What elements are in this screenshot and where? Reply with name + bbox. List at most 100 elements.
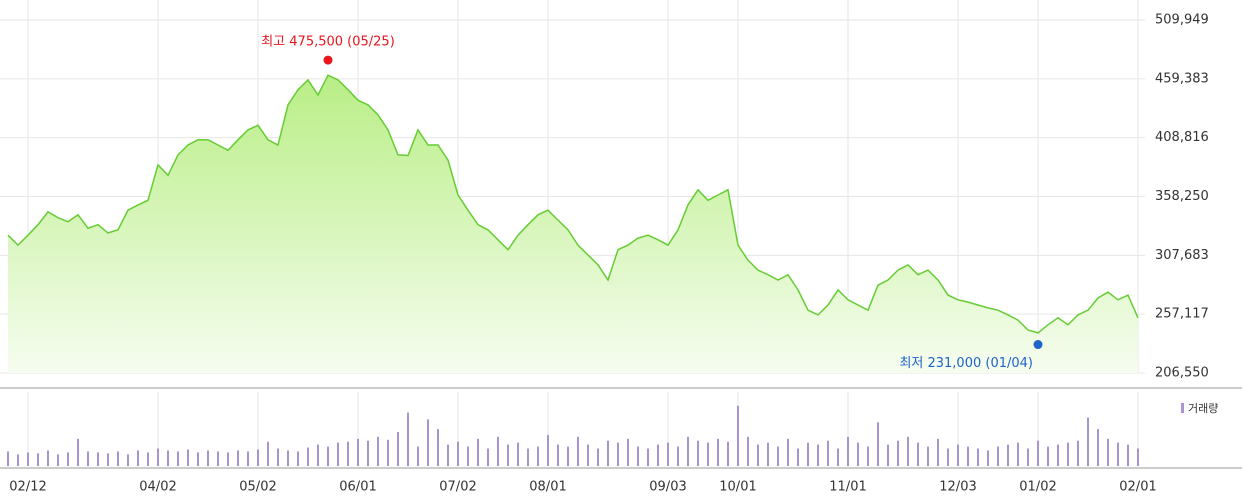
x-tick-label: 02/01 xyxy=(1119,480,1156,495)
x-tick-label: 05/02 xyxy=(239,480,276,495)
volume-bar xyxy=(197,452,199,466)
extreme-label: 최저 231,000 (01/04) xyxy=(899,356,1033,371)
volume-bar xyxy=(727,441,729,466)
volume-bar xyxy=(327,446,329,466)
volume-bar xyxy=(497,436,499,466)
volume-bar xyxy=(517,442,519,466)
volume-bar xyxy=(977,448,979,466)
x-tick-label: 11/01 xyxy=(829,480,866,495)
volume-bar xyxy=(97,452,99,466)
volume-bar xyxy=(117,451,119,466)
legend-swatch xyxy=(1181,403,1184,413)
volume-bar xyxy=(577,436,579,466)
volume-bar xyxy=(467,446,469,466)
volume-bar xyxy=(67,452,69,466)
x-tick-label: 09/03 xyxy=(649,480,686,495)
volume-bar xyxy=(657,444,659,466)
volume-bar xyxy=(897,440,899,466)
volume-bar xyxy=(1007,444,1009,466)
volume-bar xyxy=(87,451,89,466)
volume-bar xyxy=(1067,442,1069,466)
volume-bar xyxy=(1077,440,1079,466)
volume-bar xyxy=(357,438,359,466)
volume-bar xyxy=(217,451,219,466)
x-tick-label: 08/01 xyxy=(529,480,566,495)
volume-bar xyxy=(127,454,129,466)
volume-bar xyxy=(177,451,179,466)
x-tick-label: 10/01 xyxy=(719,480,756,495)
volume-bar xyxy=(967,446,969,466)
volume-bar xyxy=(747,436,749,466)
volume-bar xyxy=(397,432,399,466)
volume-bar xyxy=(687,436,689,466)
volume-bar xyxy=(447,444,449,466)
legend-label: 거래량 xyxy=(1188,402,1218,415)
volume-bar xyxy=(677,446,679,466)
volume-bar xyxy=(507,444,509,466)
volume-bar xyxy=(917,442,919,466)
volume-bar xyxy=(1097,429,1099,466)
volume-bar xyxy=(367,440,369,466)
volume-bar xyxy=(77,438,79,466)
volume-bar xyxy=(987,450,989,466)
volume-bar xyxy=(1017,442,1019,466)
volume-bar xyxy=(37,453,39,466)
volume-bar xyxy=(387,439,389,466)
y-tick-label: 509,949 xyxy=(1155,13,1209,28)
volume-bar xyxy=(417,446,419,466)
volume-bar xyxy=(147,452,149,466)
volume-bar xyxy=(267,441,269,466)
volume-bar xyxy=(927,446,929,466)
volume-bar xyxy=(207,450,209,466)
y-tick-label: 408,816 xyxy=(1155,130,1209,145)
volume-bar xyxy=(227,452,229,466)
volume-bar xyxy=(597,448,599,466)
x-tick-label: 12/03 xyxy=(939,480,976,495)
volume-bar xyxy=(617,442,619,466)
volume-bar xyxy=(27,452,29,466)
volume-bar xyxy=(607,440,609,466)
volume-bar xyxy=(757,444,759,466)
volume-bar xyxy=(337,442,339,466)
volume-bar xyxy=(957,444,959,466)
x-tick-label: 01/02 xyxy=(1019,480,1056,495)
x-tick-label: 06/01 xyxy=(339,480,376,495)
volume-bar xyxy=(7,451,9,466)
volume-bar xyxy=(157,448,159,466)
volume-bar xyxy=(17,454,19,466)
volume-bar xyxy=(237,450,239,466)
volume-bar xyxy=(1027,448,1029,466)
volume-bar xyxy=(867,446,869,466)
y-tick-label: 206,550 xyxy=(1155,366,1209,381)
volume-bar xyxy=(277,448,279,466)
volume-bar xyxy=(107,453,109,466)
extreme-label: 최고 475,500 (05/25) xyxy=(261,35,395,50)
x-tick-label: 07/02 xyxy=(439,480,476,495)
volume-bar xyxy=(707,442,709,466)
volume-bar xyxy=(827,440,829,466)
volume-bar xyxy=(317,444,319,466)
volume-bar xyxy=(887,444,889,466)
volume-bar xyxy=(347,441,349,466)
y-tick-label: 257,117 xyxy=(1155,307,1209,322)
volume-bar xyxy=(857,442,859,466)
y-tick-label: 358,250 xyxy=(1155,189,1209,204)
volume-bar xyxy=(287,450,289,466)
volume-bar xyxy=(1047,446,1049,466)
volume-bar xyxy=(807,442,809,466)
volume-bar xyxy=(717,438,719,466)
volume-bar xyxy=(637,446,639,466)
x-tick-label: 02/12 xyxy=(9,480,46,495)
volume-bar xyxy=(837,448,839,466)
volume-bar xyxy=(437,429,439,466)
volume-bar xyxy=(537,446,539,466)
volume-bar xyxy=(167,450,169,466)
volume-bar xyxy=(667,442,669,466)
volume-bar xyxy=(527,448,529,466)
volume-bar xyxy=(847,436,849,466)
volume-bar xyxy=(567,446,569,466)
volume-bar xyxy=(187,449,189,466)
extreme-marker xyxy=(323,55,333,65)
volume-bar xyxy=(1137,448,1139,466)
volume-bar xyxy=(697,440,699,466)
